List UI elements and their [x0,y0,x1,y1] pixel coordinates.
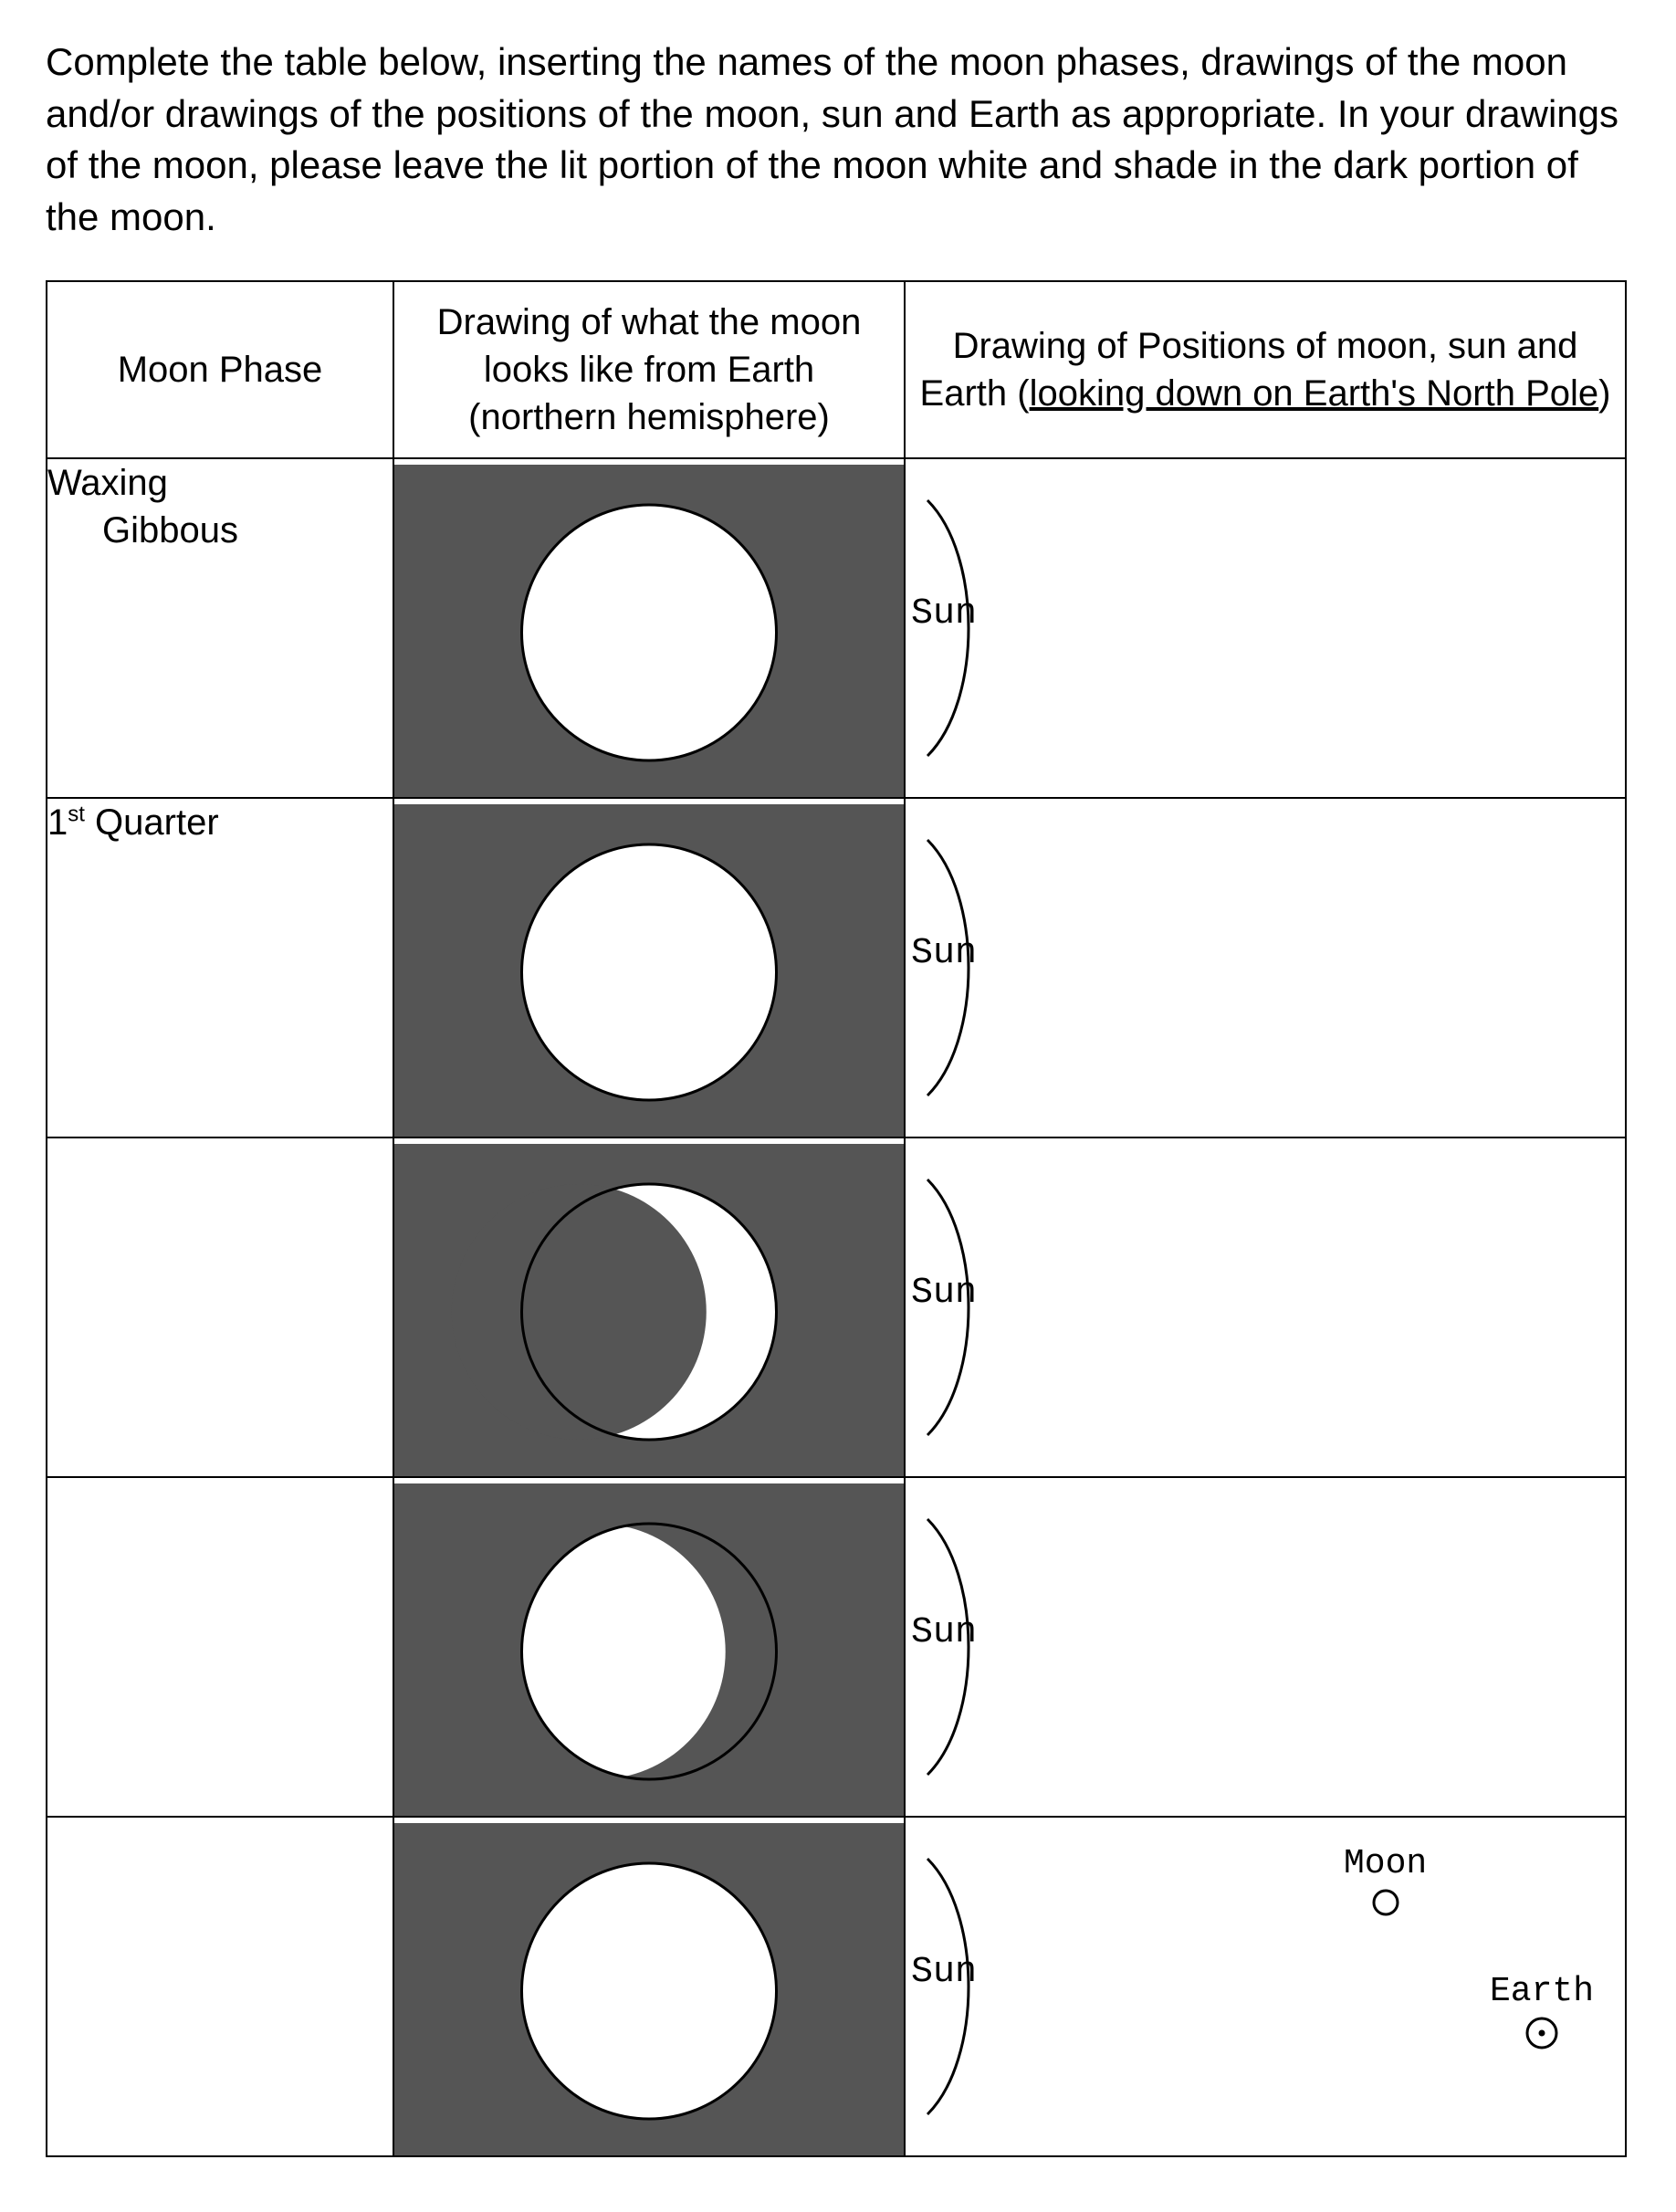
header-positions: Drawing of Positions of moon, sun and Ea… [905,281,1626,458]
sun-label: Sun [911,936,977,972]
position-cell: Sun [905,458,1626,798]
moon-drawing-cell [393,798,905,1137]
position-cell: Sun [905,798,1626,1137]
sun-label: Sun [911,1275,977,1312]
phase-cell [47,1137,393,1477]
moon-marker: Moon [1344,1845,1427,1918]
sun-label: Sun [911,1615,977,1651]
earth-label: Earth [1490,1972,1594,2011]
phase-text: Waxing [47,463,168,503]
table-row: Sun [47,1477,1626,1817]
header-phase: Moon Phase [47,281,393,458]
moon-drawing-cell [393,1817,905,2156]
moon-drawing-cell [393,1477,905,1817]
table-row: 1st Quarter Sun [47,798,1626,1137]
table-row: Sun [47,1137,1626,1477]
sun-label: Sun [911,596,977,633]
phase-text: 1st Quarter [47,802,219,843]
worksheet-page: Complete the table below, inserting the … [0,0,1676,2212]
header-drawing: Drawing of what the moon looks like from… [393,281,905,458]
instructions-text: Complete the table below, inserting the … [46,37,1630,244]
moon-label: Moon [1344,1844,1427,1883]
table-row: Sun Moon Earth [47,1817,1626,2156]
phase-cell: WaxingGibbous [47,458,393,798]
earth-marker: Earth [1490,1973,1594,2051]
phase-text: Gibbous [47,507,393,554]
table-row: WaxingGibbous Sun [47,458,1626,798]
header-row: Moon Phase Drawing of what the moon look… [47,281,1626,458]
position-cell: Sun [905,1137,1626,1477]
worksheet-table: Moon Phase Drawing of what the moon look… [46,280,1627,2157]
phase-cell [47,1477,393,1817]
phase-cell [47,1817,393,2156]
moon-drawing-cell [393,458,905,798]
phase-cell: 1st Quarter [47,798,393,1137]
moon-drawing-cell [393,1137,905,1477]
sun-label: Sun [911,1955,977,1991]
position-cell: Sun Moon Earth [905,1817,1626,2156]
position-cell: Sun [905,1477,1626,1817]
